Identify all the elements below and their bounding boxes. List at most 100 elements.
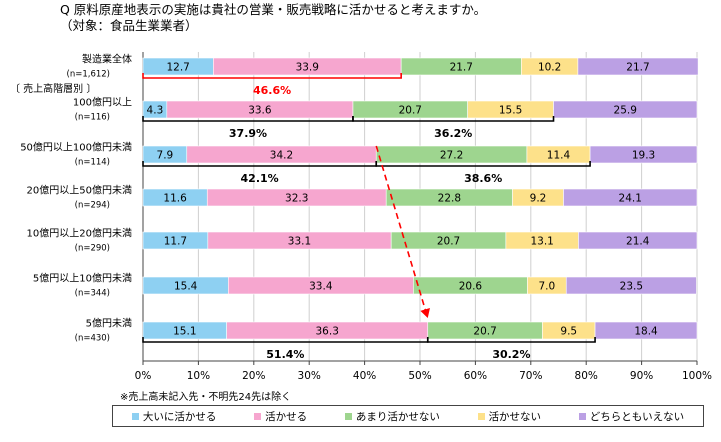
data-label: 20.7 (437, 236, 460, 248)
annotation-label: 46.6% (253, 84, 291, 97)
legend-swatch (477, 412, 485, 420)
data-label: 12.7 (166, 62, 189, 74)
data-label: 4.3 (147, 105, 164, 117)
category-n: (n=114) (75, 158, 110, 168)
x-tick-label: 70% (519, 370, 542, 382)
chart-title: Q 原料原産地表示の実施は貴社の営業・販売戦略に活かせると考えますか。 （対象：… (60, 2, 486, 34)
annotation-bracket (375, 161, 591, 167)
data-label: 7.9 (157, 150, 174, 162)
legend-item: 活かせない (477, 409, 542, 424)
category-label: 100億円以上 (73, 96, 132, 109)
category-n: (n=430) (75, 334, 110, 344)
bar-segment (565, 276, 697, 295)
x-tick-label: 20% (242, 370, 265, 382)
trend-arrow-head (420, 307, 430, 318)
annotation-bracket (352, 116, 555, 122)
data-label: 7.0 (539, 281, 556, 293)
data-label: 19.3 (632, 150, 655, 162)
annotation-bracket (142, 73, 402, 79)
data-label: 33.4 (309, 281, 333, 293)
data-label: 33.9 (296, 62, 319, 74)
data-label: 23.5 (620, 281, 643, 293)
x-tick-label: 60% (464, 370, 487, 382)
legend-label: どちらともいえない (589, 410, 685, 423)
data-label: 10.2 (538, 62, 561, 74)
annotation-label: 37.9% (229, 127, 267, 140)
footnote: ※売上高未記入先・不明先24先は除く (120, 392, 292, 403)
annotation-label: 42.1% (241, 172, 279, 185)
data-label: 21.4 (626, 236, 650, 248)
category-label: 5億円未満 (86, 317, 132, 330)
legend-label: 大いに活かせる (142, 410, 217, 423)
data-label: 32.3 (285, 193, 308, 205)
legend-item: あまり活かせない (344, 409, 440, 424)
annotation-label: 51.4% (266, 348, 304, 361)
data-label: 27.2 (440, 150, 463, 162)
x-tick-label: 100% (682, 370, 712, 382)
annotation-label: 36.2% (434, 127, 472, 140)
category-n: (n=294) (75, 201, 110, 211)
x-tick-label: 30% (298, 370, 321, 382)
bar-segment (589, 145, 698, 164)
legend-label: あまり活かせない (355, 410, 440, 423)
legend-label: 活かせない (488, 410, 542, 423)
bar-segment (578, 231, 698, 250)
category-label: 製造業全体 (82, 53, 132, 66)
legend: 大いに活かせる 活かせる あまり活かせない 活かせない どちらともいえない (112, 405, 704, 427)
category-n: (n=290) (75, 244, 110, 254)
legend-swatch (131, 412, 139, 420)
title-target: （対象：食品生業業者） (60, 18, 198, 33)
x-tick-label: 40% (353, 370, 376, 382)
category-label: 20億円以上50億円未満 (27, 184, 132, 197)
annotation-label: 38.6% (464, 172, 502, 185)
legend-swatch (254, 412, 262, 420)
stacked-bar-chart: 0% 10% 20% 30% 40% 50% 60% 70% 80% 90% 100% 〔 売上高階層… (10, 52, 712, 382)
data-label: 9.5 (560, 326, 577, 338)
x-tick-label: 80% (575, 370, 598, 382)
data-label: 33.6 (248, 105, 272, 117)
legend-item: 活かせる (254, 409, 307, 424)
data-label: 20.7 (399, 105, 422, 117)
data-label: 13.1 (530, 236, 553, 248)
x-tick-label: 50% (408, 370, 431, 382)
legend-swatch (578, 412, 586, 420)
annotation-bracket (426, 337, 596, 343)
x-tick-label: 10% (187, 370, 210, 382)
annotation-label: 30.2% (492, 348, 530, 361)
bar-segment (553, 100, 698, 119)
category-label: 5億円以上10億円未満 (33, 272, 132, 285)
data-label: 15.1 (173, 326, 196, 338)
bar-segment (594, 321, 698, 340)
data-label: 21.7 (450, 62, 473, 74)
category-label: 10億円以上20億円未満 (27, 227, 132, 240)
bar-segment (577, 57, 699, 76)
legend-swatch (344, 412, 352, 420)
title-question: Q 原料原産地表示の実施は貴社の営業・販売戦略に活かせると考えますか。 (60, 2, 487, 17)
data-label: 15.4 (174, 281, 198, 293)
x-tick-label: 90% (630, 370, 653, 382)
data-label: 9.2 (530, 193, 547, 205)
legend-item: 大いに活かせる (131, 409, 217, 424)
data-label: 18.4 (634, 326, 658, 338)
data-label: 11.7 (164, 236, 187, 248)
data-label: 20.7 (473, 326, 496, 338)
category-n: (n=1,612) (67, 70, 110, 80)
data-label: 11.4 (547, 150, 571, 162)
bar-segment (563, 188, 698, 207)
x-tick-label: 0% (135, 370, 152, 382)
data-label: 25.9 (614, 105, 637, 117)
data-label: 11.6 (163, 193, 187, 205)
group-label: 〔 売上高階層別 〕 (10, 82, 96, 95)
category-label: 50億円以上100億円未満 (20, 141, 132, 154)
category-n: (n=116) (75, 113, 110, 123)
data-label: 21.7 (626, 62, 649, 74)
data-label: 24.1 (619, 193, 642, 205)
data-label: 36.3 (316, 326, 339, 338)
data-label: 34.2 (270, 150, 293, 162)
data-label: 20.6 (459, 281, 483, 293)
data-label: 33.1 (288, 236, 311, 248)
data-label: 15.5 (499, 105, 522, 117)
legend-item: どちらともいえない (578, 409, 685, 424)
data-label: 22.8 (438, 193, 461, 205)
legend-label: 活かせる (265, 410, 308, 423)
